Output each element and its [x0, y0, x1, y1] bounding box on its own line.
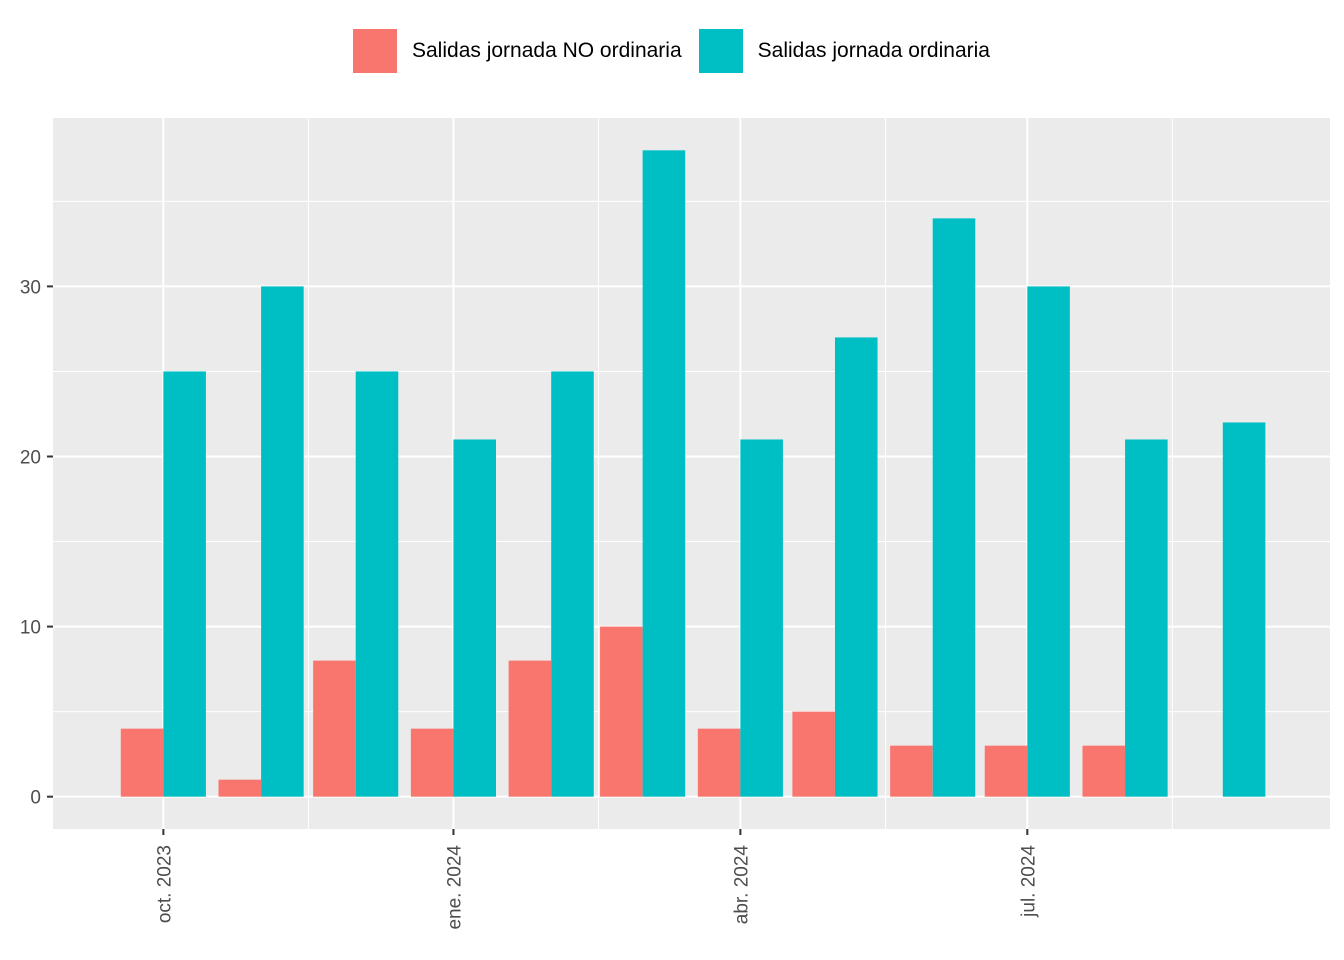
bar-no-ordinaria: [508, 660, 552, 797]
bar-no-ordinaria: [218, 779, 262, 797]
bar-ordinaria: [834, 337, 878, 797]
legend-key-no-ordinaria: [352, 28, 398, 74]
bar-no-ordinaria: [1082, 745, 1126, 797]
bar-no-ordinaria: [792, 711, 835, 797]
bar-ordinaria: [740, 439, 783, 797]
y-tick-label: 10: [20, 618, 41, 639]
bar-ordinaria: [642, 150, 686, 797]
legend-item-no-ordinaria: Salidas jornada NO ordinaria: [352, 28, 682, 74]
x-tick-label: ene. 2024: [444, 845, 465, 930]
bar-no-ordinaria: [600, 626, 643, 797]
bar-no-ordinaria: [890, 745, 933, 797]
bar-ordinaria: [261, 286, 304, 797]
bar-ordinaria: [355, 371, 399, 797]
x-tick-label: oct. 2023: [154, 845, 175, 923]
bar-no-ordinaria: [984, 745, 1028, 797]
bar-ordinaria: [1027, 286, 1070, 797]
legend-label-no-ordinaria: Salidas jornada NO ordinaria: [412, 39, 682, 62]
legend-item-ordinaria: Salidas jornada ordinaria: [697, 28, 990, 74]
bar-ordinaria: [163, 371, 206, 797]
bar-ordinaria: [1125, 439, 1168, 797]
y-tick-label: 20: [20, 447, 41, 468]
x-tick-label: jul. 2024: [1018, 845, 1039, 918]
x-tick-label: abr. 2024: [731, 845, 752, 925]
bar-ordinaria: [1222, 422, 1266, 797]
legend: Salidas jornada NO ordinaria Salidas jor…: [352, 28, 1006, 74]
bar-no-ordinaria: [313, 660, 356, 797]
bars: [120, 150, 1266, 797]
y-tick-label: 30: [20, 277, 41, 298]
legend-label-ordinaria: Salidas jornada ordinaria: [757, 39, 990, 62]
x-axis: oct. 2023 ene. 2024 abr. 2024 jul. 2024: [154, 829, 1039, 930]
bar-ordinaria: [932, 218, 976, 797]
y-tick-label: 0: [30, 788, 41, 809]
bar-ordinaria: [551, 371, 594, 797]
bar-no-ordinaria: [697, 728, 741, 797]
y-axis: 0 10 20 30: [20, 277, 53, 809]
bar-no-ordinaria: [120, 728, 164, 797]
legend-key-ordinaria: [697, 28, 744, 74]
bar-ordinaria: [453, 439, 497, 797]
bar-no-ordinaria: [410, 728, 454, 797]
